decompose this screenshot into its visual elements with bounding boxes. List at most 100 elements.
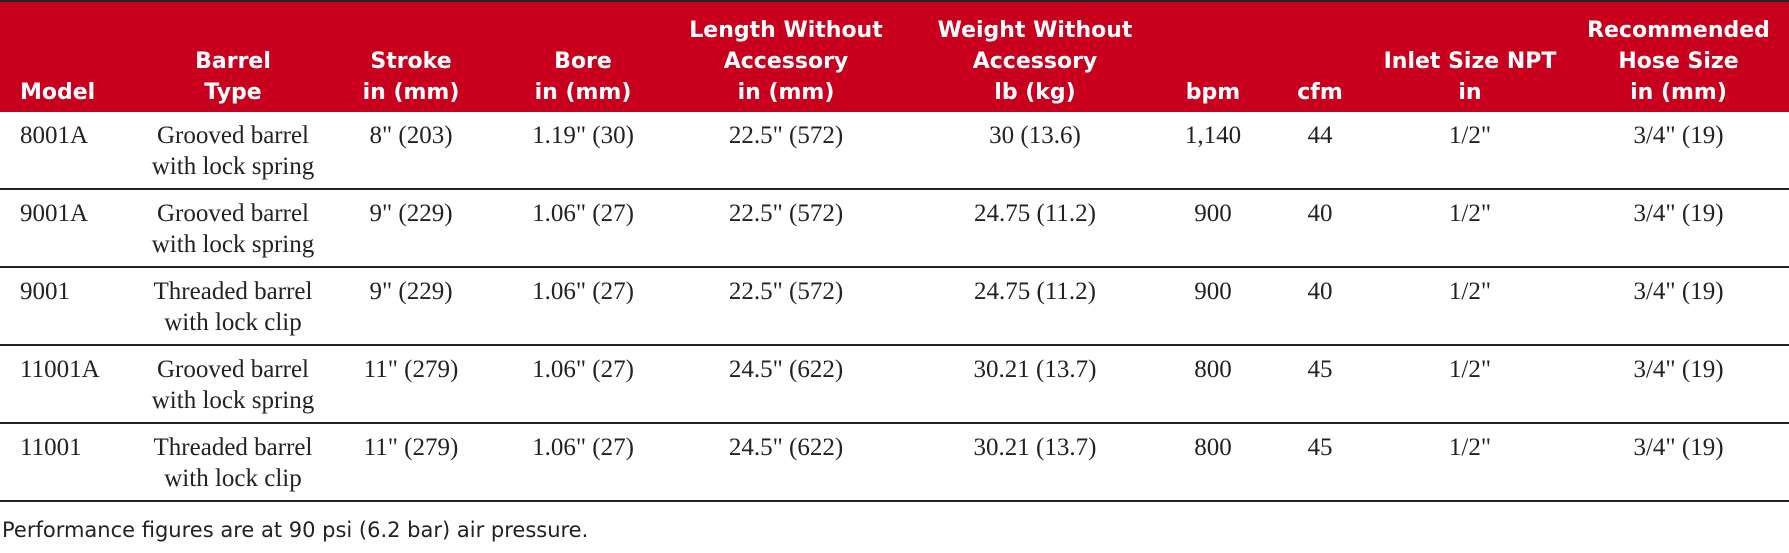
cell-line: 1.06" (27) bbox=[532, 356, 634, 383]
cell-line: Length Without bbox=[689, 18, 883, 43]
cell-line: Accessory bbox=[723, 49, 849, 74]
cell-line: 800 bbox=[1194, 434, 1232, 461]
cell-line: 9" (229) bbox=[369, 278, 453, 305]
table-cell: 1.19" (30) bbox=[506, 112, 660, 190]
table-cell: 800 bbox=[1158, 423, 1268, 502]
table-cell: 9" (229) bbox=[316, 267, 506, 346]
header-cell: Weight Without Accessory lb (kg) bbox=[912, 1, 1158, 112]
cell-line: 30.21 (13.7) bbox=[973, 434, 1097, 461]
cell-line: 1/2" bbox=[1448, 278, 1492, 305]
table-cell: 1.06" (27) bbox=[506, 267, 660, 346]
cell-line: 11" (279) bbox=[363, 434, 459, 461]
table-row: 11001 Threaded barrel with lock clip 11" (2… bbox=[0, 423, 1789, 502]
cell-line: 24.75 (11.2) bbox=[974, 200, 1096, 227]
cell-line: 30 (13.6) bbox=[989, 122, 1081, 149]
table-cell: 1.06" (27) bbox=[506, 345, 660, 424]
cell-line: in (mm) bbox=[362, 80, 460, 105]
cell-line: 22.5" (572) bbox=[728, 278, 844, 305]
cell-line: Accessory bbox=[972, 49, 1098, 74]
table-cell: Grooved barrel with lock spring bbox=[150, 112, 316, 190]
cell-line: 22.5" (572) bbox=[728, 122, 844, 149]
cell-line: 1.06" (27) bbox=[532, 434, 634, 461]
table-cell: 22.5" (572) bbox=[660, 112, 912, 190]
cell-line: 45 bbox=[1307, 356, 1333, 383]
table-cell: Threaded barrel with lock clip bbox=[150, 423, 316, 502]
table-cell: Grooved barrel with lock spring bbox=[150, 345, 316, 424]
cell-line: with lock clip bbox=[164, 465, 302, 492]
cell-line: Hose Size bbox=[1618, 49, 1739, 74]
cell-line: 24.5" (622) bbox=[728, 356, 844, 383]
cell-line: 8" (203) bbox=[369, 122, 453, 149]
cell-line: Weight Without bbox=[937, 18, 1133, 43]
cell-line: in bbox=[1458, 80, 1482, 105]
cell-line: 44 bbox=[1307, 122, 1333, 149]
table-cell: 22.5" (572) bbox=[660, 267, 912, 346]
cell-line: lb (kg) bbox=[994, 80, 1076, 105]
cell-line: 1/2" bbox=[1448, 122, 1492, 149]
header-cell: Barrel Type bbox=[150, 1, 316, 112]
header-cell: Inlet Size NPT in bbox=[1372, 1, 1568, 112]
table-cell: 40 bbox=[1268, 189, 1372, 268]
cell-line: 3/4" (19) bbox=[1633, 278, 1724, 305]
cell-line: 40 bbox=[1307, 278, 1333, 305]
cell-line: 800 bbox=[1194, 356, 1232, 383]
cell-line: 45 bbox=[1307, 434, 1333, 461]
table-cell: 800 bbox=[1158, 345, 1268, 424]
table-row: 8001A Grooved barrel with lock spring 8" (2… bbox=[0, 112, 1789, 190]
cell-line: Recommended bbox=[1587, 18, 1770, 43]
table-cell: 30.21 (13.7) bbox=[912, 345, 1158, 424]
footnote: Performance figures are at 90 psi (6.2 b… bbox=[2, 518, 589, 542]
table-cell: 24.75 (11.2) bbox=[912, 189, 1158, 268]
cell-line: 9001 bbox=[20, 278, 70, 305]
cell-line: 1.19" (30) bbox=[532, 122, 634, 149]
cell-line: 3/4" (19) bbox=[1633, 200, 1724, 227]
header-cell: Length Without Accessory in (mm) bbox=[660, 1, 912, 112]
cell-line: 11001 bbox=[20, 434, 82, 461]
table-cell: 24.5" (622) bbox=[660, 423, 912, 502]
cell-line: Bore bbox=[554, 49, 612, 74]
table-body: 8001A Grooved barrel with lock spring 8" (2… bbox=[0, 112, 1789, 502]
cell-line: 1,140 bbox=[1184, 122, 1242, 149]
table-cell: 3/4" (19) bbox=[1568, 189, 1789, 268]
cell-line: bpm bbox=[1185, 80, 1241, 105]
cell-line: 3/4" (19) bbox=[1633, 356, 1724, 383]
cell-line: with lock spring bbox=[151, 387, 315, 414]
table-cell: 900 bbox=[1158, 267, 1268, 346]
table-cell: 30.21 (13.7) bbox=[912, 423, 1158, 502]
cell-line: 11001A bbox=[20, 356, 100, 383]
cell-line: with lock spring bbox=[151, 231, 315, 258]
cell-line: cfm bbox=[1297, 80, 1343, 105]
table-cell: 9" (229) bbox=[316, 189, 506, 268]
table-cell: 8001A bbox=[0, 112, 150, 190]
spec-table: Model Barrel Type Stroke in (mm) Bore in (mm) L… bbox=[0, 0, 1789, 502]
cell-line: 30.21 (13.7) bbox=[973, 356, 1097, 383]
table-cell: Grooved barrel with lock spring bbox=[150, 189, 316, 268]
cell-line: 8001A bbox=[20, 122, 89, 149]
header-cell: cfm bbox=[1268, 1, 1372, 112]
cell-line: 900 bbox=[1194, 278, 1232, 305]
cell-line: with lock clip bbox=[164, 309, 302, 336]
cell-line: Grooved barrel bbox=[156, 356, 309, 383]
table-cell: 44 bbox=[1268, 112, 1372, 190]
table-cell: 900 bbox=[1158, 189, 1268, 268]
header-cell: Recommended Hose Size in (mm) bbox=[1568, 1, 1789, 112]
cell-line: Barrel bbox=[195, 49, 271, 74]
cell-line: Inlet Size NPT bbox=[1383, 49, 1557, 74]
cell-line: 9" (229) bbox=[369, 200, 453, 227]
header-cell: Bore in (mm) bbox=[506, 1, 660, 112]
cell-line: 3/4" (19) bbox=[1633, 122, 1724, 149]
cell-line: in (mm) bbox=[737, 80, 835, 105]
table-cell: 1/2" bbox=[1372, 267, 1568, 346]
cell-line: 1/2" bbox=[1448, 434, 1492, 461]
table-cell: 1.06" (27) bbox=[506, 189, 660, 268]
table-cell: 9001A bbox=[0, 189, 150, 268]
table-cell: 1/2" bbox=[1372, 423, 1568, 502]
table-cell: 3/4" (19) bbox=[1568, 423, 1789, 502]
header-row: Model Barrel Type Stroke in (mm) Bore in (mm) L… bbox=[0, 1, 1789, 112]
cell-line: with lock spring bbox=[151, 153, 315, 180]
cell-line: Threaded barrel bbox=[153, 434, 313, 461]
cell-line: 1/2" bbox=[1448, 356, 1492, 383]
table-cell: 22.5" (572) bbox=[660, 189, 912, 268]
table-cell: 1,140 bbox=[1158, 112, 1268, 190]
